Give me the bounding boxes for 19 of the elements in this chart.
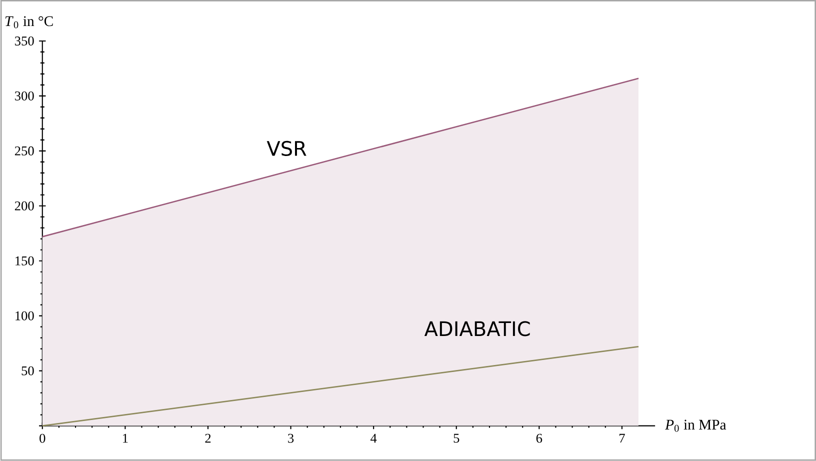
x-tick-label: 0 [40, 434, 46, 443]
y-tick-label: 200 [14, 202, 34, 210]
series-label: ADIABATIC [424, 321, 530, 336]
x-tick-label: 6 [536, 434, 542, 443]
x-tick-label: 4 [370, 434, 377, 443]
y-tick-label: 300 [15, 92, 34, 101]
x-tick-label: 5 [454, 434, 460, 443]
y-tick-label: 250 [14, 146, 34, 156]
y-tick-label: 350 [15, 36, 34, 46]
x-tick-label: 7 [620, 434, 625, 443]
series-label: VSR [266, 140, 306, 156]
y-tick-label: 100 [16, 311, 34, 320]
y-tick-label: 50 [22, 366, 34, 376]
y-tick-label: 150 [16, 256, 34, 266]
x-tick-label: 3 [288, 434, 294, 443]
x-tick-label: 1 [123, 434, 128, 443]
x-axis-title: P$_{0}$ in MPa [665, 420, 726, 432]
y-axis-title: T$_{0}$ in °C [5, 16, 53, 28]
x-tick-label: 2 [205, 434, 211, 443]
